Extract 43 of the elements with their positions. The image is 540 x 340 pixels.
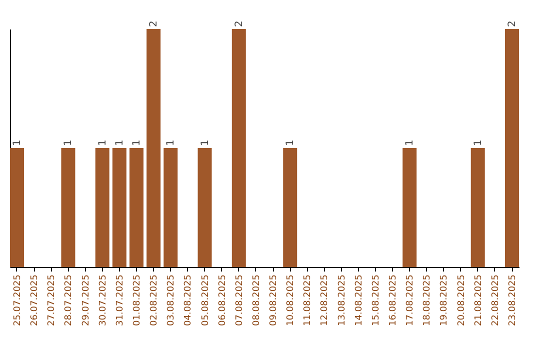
data-label: 2 — [148, 20, 160, 27]
x-tick-label: 12.08.2025 — [320, 274, 330, 326]
data-label: 2 — [234, 20, 245, 27]
x-tick-label: 06.08.2025 — [218, 274, 228, 326]
data-label: 1 — [285, 140, 296, 146]
data-label: 2 — [507, 20, 518, 27]
x-tick-label: 16.08.2025 — [388, 274, 399, 326]
x-tick-label: 19.08.2025 — [440, 274, 450, 326]
x-tick-label: 04.08.2025 — [184, 274, 194, 326]
x-tick-label: 15.08.2025 — [371, 274, 382, 326]
x-tick-label: 30.07.2025 — [98, 274, 108, 326]
x-tick-label: 09.08.2025 — [269, 274, 280, 326]
x-tick-label: 25.07.2025 — [13, 274, 23, 326]
data-label: 1 — [131, 140, 142, 146]
x-tick-label: 11.08.2025 — [303, 274, 314, 326]
x-tick-label: 08.08.2025 — [252, 274, 262, 326]
x-tick-label: 01.08.2025 — [132, 274, 142, 326]
x-tick-label: 26.07.2025 — [30, 274, 40, 326]
data-label: 1 — [166, 140, 177, 146]
x-tick-label: 21.08.2025 — [474, 274, 484, 326]
x-tick-label: 28.07.2025 — [64, 274, 74, 326]
data-label: 1 — [200, 140, 211, 146]
x-tick-label: 17.08.2025 — [406, 274, 416, 326]
x-tick-label: 29.07.2025 — [81, 274, 92, 326]
x-tick-label: 13.08.2025 — [337, 274, 348, 326]
x-tick-label: 27.07.2025 — [47, 274, 58, 326]
data-label: 1 — [12, 140, 23, 146]
data-label: 1 — [97, 140, 108, 146]
x-tick-label: 18.08.2025 — [422, 274, 433, 326]
x-tick-label: 20.08.2025 — [456, 274, 467, 326]
data-label: 1 — [472, 140, 484, 146]
x-tick-label: 05.08.2025 — [200, 274, 211, 326]
x-tick-label: 07.08.2025 — [234, 274, 245, 326]
x-tick-label: 02.08.2025 — [150, 274, 160, 326]
data-label: 1 — [63, 140, 74, 146]
data-label: 1 — [404, 140, 416, 146]
x-tick-label: 10.08.2025 — [286, 274, 296, 326]
x-tick-label: 22.08.2025 — [490, 274, 501, 326]
x-tick-label: 14.08.2025 — [354, 274, 364, 326]
x-tick-label: 31.07.2025 — [115, 274, 126, 326]
x-tick-label: 03.08.2025 — [166, 274, 177, 326]
x-tick-label: 23.08.2025 — [508, 274, 518, 326]
data-label: 1 — [114, 140, 126, 146]
